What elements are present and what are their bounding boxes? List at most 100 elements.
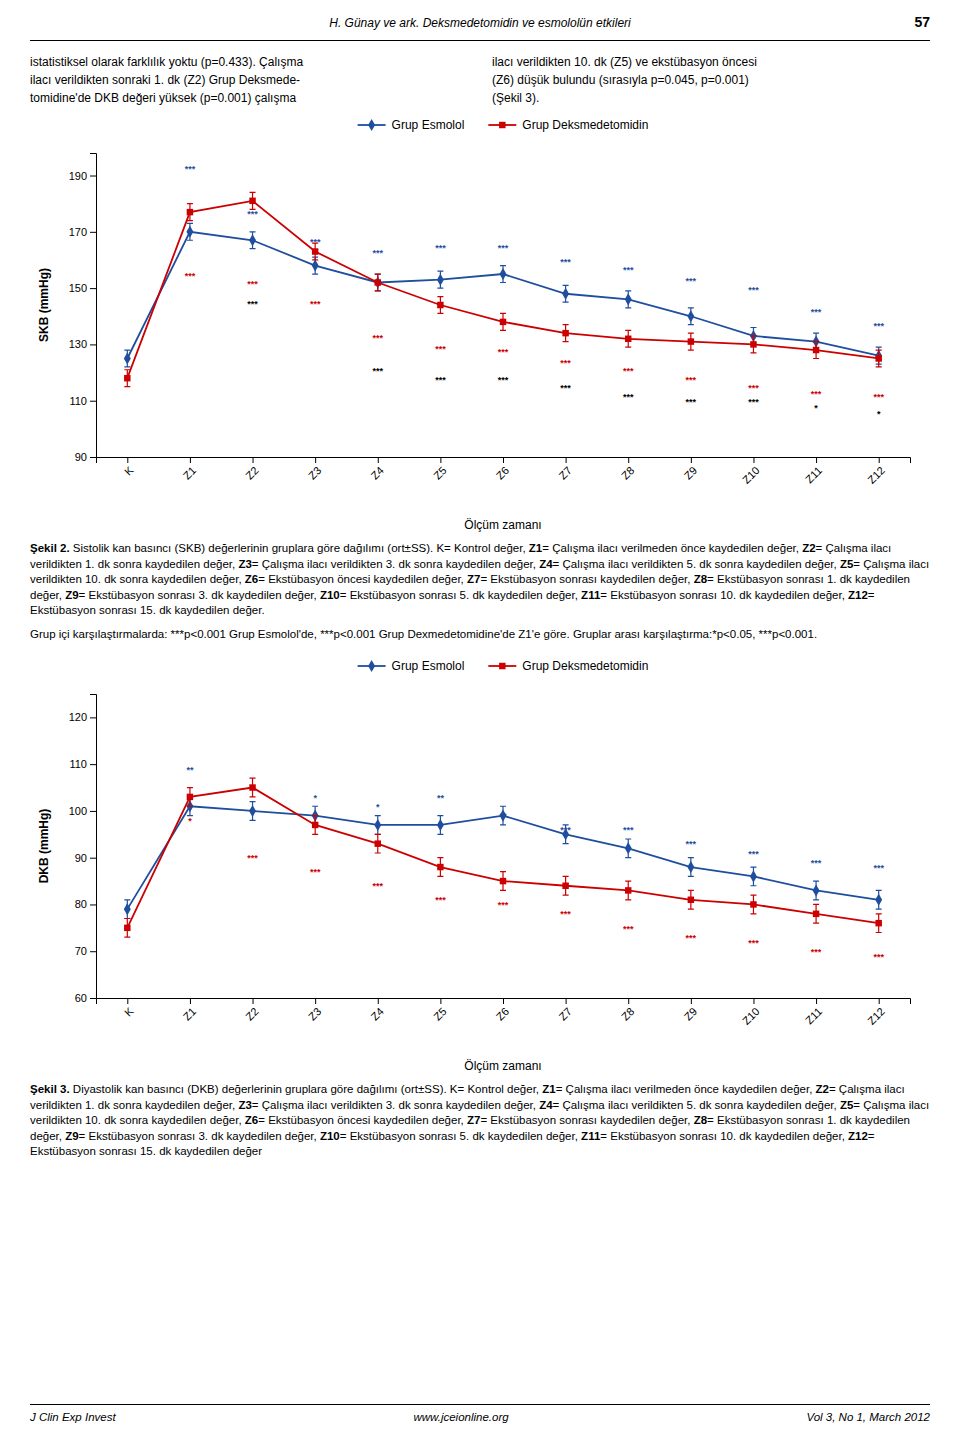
x-axis-line [97,999,911,1005]
marker [249,234,256,246]
legend-item: Grup Esmolol [358,659,465,673]
y-axis-title: DKB (mmHg) [37,809,51,884]
annotation: *** [748,397,759,407]
caption-part: = Çalışma ilacı verilmeden önce kaydedil… [542,542,802,554]
error-bar [375,834,381,853]
y-tick: 190 [69,170,96,182]
x-tick-mark [127,998,128,1004]
marker [500,810,507,822]
footer-center: www.jceionline.org [413,1411,508,1423]
annotation: *** [310,237,321,247]
page-title: H. Günay ve ark. Deksmedetomidin ve esmo… [30,16,930,30]
annotation: * [313,793,317,803]
y-tick-mark [90,811,96,812]
y-axis: 90110130150170190 [69,154,97,464]
caption-part: Z6 [245,1114,258,1126]
header-left: istatistiksel olarak farklılık yoktu (p=… [30,53,468,107]
caption-part: = Ekstübasyon öncesi kaydedilen değer, [258,573,467,585]
annotation: *** [748,285,759,295]
x-axis-line [97,458,911,464]
caption-part: Z2 [816,1083,829,1095]
y-tick-label: 90 [75,451,87,463]
x-axis: KZ1Z2Z3Z4Z5Z6Z7Z8Z9Z10Z11Z12 [97,457,911,486]
error-bar [625,881,631,900]
annotation: *** [435,375,446,385]
x-tick-mark [816,998,817,1004]
error-bar [813,881,819,900]
x-tick: Z5 [431,998,449,1023]
caption-part: Z11 [581,1130,600,1142]
plot: 60708090100110120KZ1Z2Z3Z4Z5Z6Z7Z8Z9Z10Z… [69,695,911,1027]
marker [249,784,255,790]
y-tick-mark [90,232,96,233]
error-bar [563,876,569,895]
annotation: * [376,802,380,812]
x-tick-mark [753,998,754,1004]
header-line: ilacı verildikten 10. dk (Z5) ve ekstüba… [492,53,930,71]
marker [249,805,256,817]
x-tick: Z3 [306,998,324,1023]
caption-part: Z4 [539,1099,552,1111]
caption-part: = Ekstübasyon sonrası 10. dk kaydedilen … [600,589,848,601]
annotation: *** [686,839,697,849]
y-tick: 170 [69,226,96,238]
y-axis-line [90,154,97,458]
marker [437,302,443,308]
annotations: ****************************************… [186,765,884,962]
error-bar [813,342,819,359]
x-tick-label: Z12 [865,464,887,486]
caption-part: = Ekstübasyon sonrası kaydedilen değer, [480,573,693,585]
annotation: ** [437,793,445,803]
annotation: *** [185,271,196,281]
error-bar [187,788,193,807]
error-bar [750,895,756,914]
annotation: *** [435,344,446,354]
x-axis-title: Ölçüm zamanı [464,1059,541,1073]
annotation: *** [498,347,509,357]
error-bar [124,900,130,919]
annotation: ** [499,811,507,821]
y-tick-label: 110 [69,395,87,407]
annotation: *** [247,209,258,219]
y-tick-mark [90,904,96,905]
marker [875,894,882,906]
y-tick: 110 [69,758,96,770]
caption-part: Z12 [848,1130,868,1142]
header-line: istatistiksel olarak farklılık yoktu (p=… [30,53,468,71]
error-bar [250,802,256,821]
marker [813,347,819,353]
chart: 60708090100110120KZ1Z2Z3Z4Z5Z6Z7Z8Z9Z10Z… [30,648,930,1078]
x-tick-label: K [122,464,136,478]
x-tick-label: Z1 [181,1005,199,1023]
annotation: *** [185,164,196,174]
x-tick: Z6 [494,457,512,482]
annotation: *** [811,307,822,317]
marker [687,310,694,322]
marker [562,330,568,336]
x-tick-label: Z5 [431,464,449,482]
caption-part: Şekil 3. [30,1083,73,1095]
series [124,778,882,937]
x-tick-mark [190,457,191,463]
error-bar [312,816,318,835]
error-bar [876,890,882,909]
x-tick: Z2 [243,457,261,482]
y-tick-mark [90,457,96,458]
error-bar [688,333,694,350]
y-tick-mark [90,858,96,859]
caption-part: Z7 [467,573,480,585]
x-tick: Z8 [619,998,637,1023]
error-bar [625,291,631,308]
caption-part: = Ekstübasyon sonrası 5. dk kaydedilen d… [340,589,581,601]
caption-part: Z10 [320,589,340,601]
y-tick-mark [90,176,96,177]
x-tick: Z12 [865,457,887,486]
annotation: ** [186,765,194,775]
x-tick-label: Z8 [619,1005,637,1023]
error-bar [688,858,694,877]
annotation: *** [560,257,571,267]
y-tick: 150 [69,282,96,294]
x-tick-label: Z11 [803,1005,824,1026]
annotation: *** [310,299,321,309]
y-tick: 80 [75,898,96,910]
